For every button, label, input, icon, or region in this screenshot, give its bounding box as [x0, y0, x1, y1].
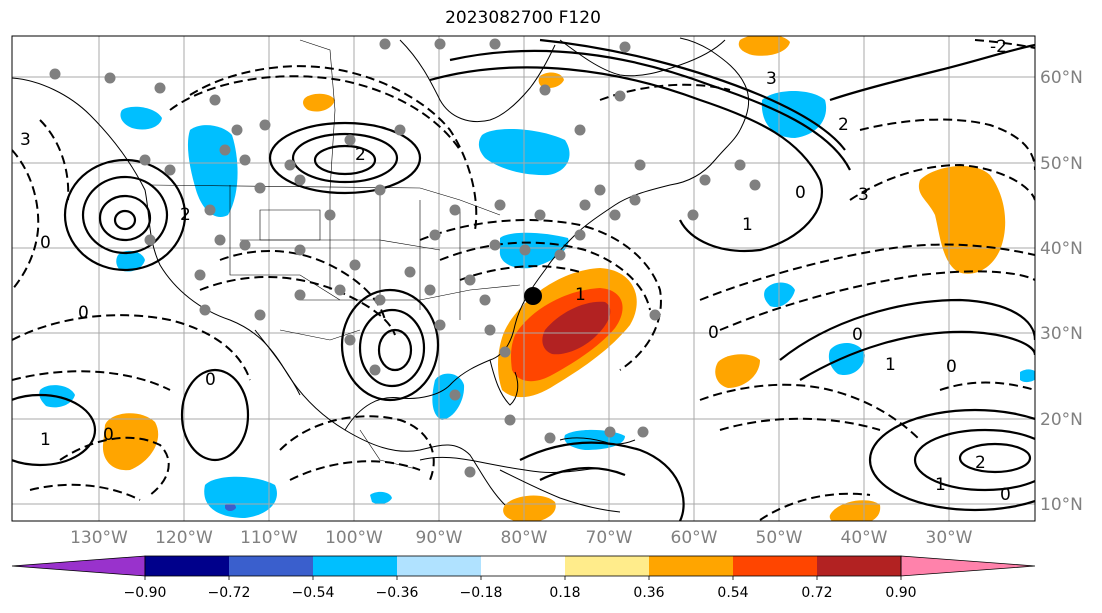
- warm-anomaly-atlantic-small: [715, 354, 760, 388]
- lon-label: 120°W: [155, 528, 213, 548]
- political-borders: [149, 39, 521, 471]
- cold-anomaly-mid-atlantic: [764, 282, 795, 308]
- lat-label: 10°N: [1040, 495, 1083, 515]
- warm-anomaly-small-2: [538, 72, 564, 88]
- contour-label: 2: [838, 115, 849, 135]
- colorbar: −0.90 −0.72 −0.54 −0.36 −0.18 0.18 0.36 …: [11, 555, 1036, 601]
- contour-label: 1: [40, 430, 51, 450]
- contour-label: 3: [858, 185, 869, 205]
- cold-anomaly-small-yucatan: [370, 491, 392, 505]
- contour-labels: 3 3 3 2 2 2 2 1 1 1 1 1 0 0 0 0 0 0 0 0 …: [20, 37, 1011, 505]
- cold-anomaly-great-lakes: [499, 232, 569, 269]
- warm-anomaly-bottom-right: [829, 500, 881, 521]
- warm-anomaly-caribbean: [503, 495, 556, 521]
- contour-label: 0: [852, 325, 863, 345]
- colorbar-tick-label: 0.18: [549, 585, 580, 601]
- contour-label: 2: [355, 145, 366, 165]
- warm-anomaly-pacific: [102, 413, 159, 471]
- contour-label: 0: [1000, 485, 1011, 505]
- lon-label: 70°W: [586, 528, 633, 548]
- graticule: [12, 36, 1035, 521]
- colorbar-segment: [229, 556, 313, 576]
- colorbar-segment: [397, 556, 481, 576]
- colorbar-tick-label: −0.36: [376, 585, 419, 601]
- lat-label: 50°N: [1040, 154, 1083, 174]
- colorbar-min-extension: [11, 555, 146, 577]
- colorbar-tick-label: −0.18: [460, 585, 503, 601]
- contour-label: 0: [40, 233, 51, 253]
- cold-anomaly-baja: [116, 250, 145, 272]
- contour-label: 1: [935, 475, 946, 495]
- colorbar-tick-label: 0.36: [633, 585, 664, 601]
- contour-label: 3: [766, 69, 777, 89]
- lat-label: 30°N: [1040, 324, 1083, 344]
- colorbar-tick-label: 0.90: [885, 585, 916, 601]
- contour-label: 0: [795, 183, 806, 203]
- lat-label: 60°N: [1040, 68, 1083, 88]
- colorbar-segment: [313, 556, 397, 576]
- colorbar-tick-label: 0.72: [801, 585, 832, 601]
- lat-label: 20°N: [1040, 410, 1083, 430]
- contour-label: 0: [946, 357, 957, 377]
- contour-label: 1: [575, 285, 586, 305]
- contour-label: 0: [205, 370, 216, 390]
- longitude-labels: 130°W 120°W 110°W 100°W 90°W 80°W 70°W 6…: [70, 528, 973, 548]
- lon-label: 100°W: [325, 528, 383, 548]
- colorbar-segment: [817, 556, 901, 576]
- colorbar-segment: [565, 556, 649, 576]
- map-frame: [11, 35, 1036, 522]
- cold-anomaly-pacific-nw: [120, 106, 162, 130]
- contour-label: 0: [78, 303, 89, 323]
- contour-label: 1: [885, 355, 896, 375]
- lon-label: 30°W: [926, 528, 973, 548]
- colorbar-max-extension: [900, 555, 1036, 577]
- cold-anomaly-small-east: [1020, 369, 1035, 383]
- colorbar-tick-label: −0.72: [208, 585, 251, 601]
- positive-contours: [12, 38, 1035, 521]
- latitude-labels: 60°N 50°N 40°N 30°N 20°N 10°N: [1040, 68, 1083, 515]
- lon-label: 60°W: [671, 528, 718, 548]
- colorbar-tick-label: −0.90: [124, 585, 167, 601]
- warm-anomaly-north-atlantic: [918, 165, 1006, 274]
- warm-anomaly-small-1: [303, 93, 335, 112]
- colorbar-frame: [144, 555, 902, 577]
- contour-label: 0: [708, 323, 719, 343]
- contour-label: -2: [990, 37, 1007, 57]
- warm-anomaly-east-coast-max: [542, 301, 611, 355]
- lon-label: 80°W: [501, 528, 548, 548]
- colorbar-segment: [481, 556, 565, 576]
- observation-dots: [49, 38, 761, 478]
- highlighted-station-marker: [524, 287, 542, 305]
- contour-label: 3: [20, 130, 31, 150]
- lon-label: 40°W: [841, 528, 888, 548]
- cold-anomaly-gulf: [432, 373, 465, 420]
- colorbar-segment: [649, 556, 733, 576]
- negative-contours: [12, 39, 1035, 521]
- colorbar-segment: [733, 556, 817, 576]
- contour-label: 2: [180, 205, 191, 225]
- lon-label: 110°W: [240, 528, 298, 548]
- cold-anomaly-pacific-south: [204, 476, 277, 518]
- coastlines: [12, 37, 750, 513]
- colorbar-segment: [145, 556, 229, 576]
- contour-label: 1: [742, 215, 753, 235]
- colorbar-tick-label: −0.54: [292, 585, 335, 601]
- cold-anomaly-deep: [225, 503, 236, 511]
- map-title: 2023082700 F120: [445, 8, 601, 28]
- lat-label: 40°N: [1040, 239, 1083, 259]
- lon-label: 90°W: [416, 528, 463, 548]
- cold-anomaly-central-atlantic: [828, 343, 865, 376]
- lon-label: 50°W: [756, 528, 803, 548]
- colorbar-tick-label: 0.54: [717, 585, 748, 601]
- contour-label: 0: [103, 425, 114, 445]
- contour-label: 2: [975, 453, 986, 473]
- lon-label: 130°W: [70, 528, 128, 548]
- warm-anomaly-greenland: [738, 36, 790, 56]
